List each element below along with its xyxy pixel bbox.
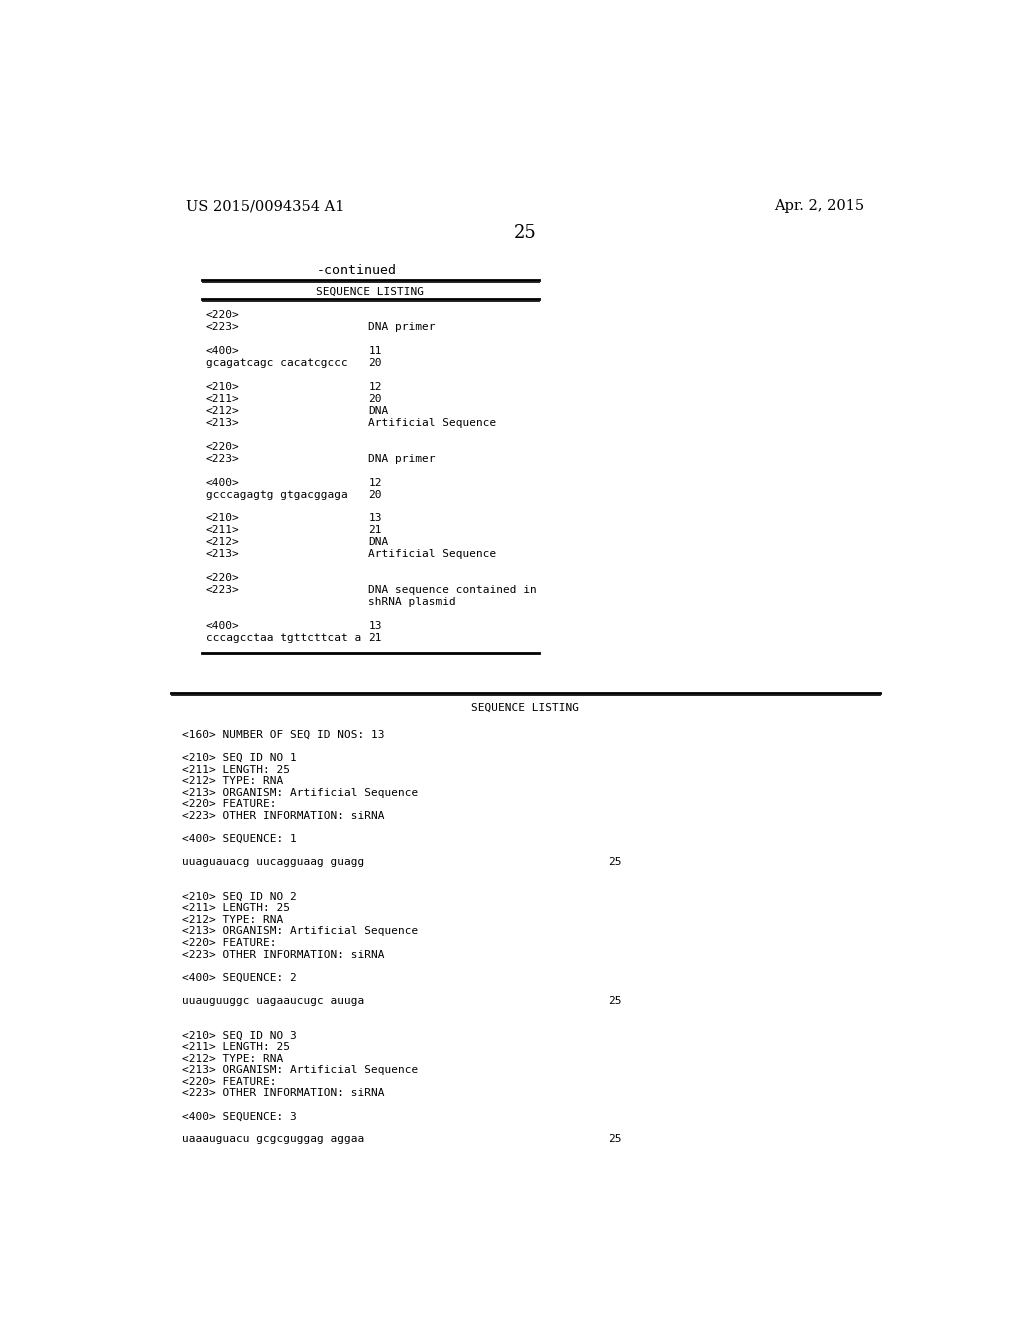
Text: 12: 12 bbox=[369, 478, 382, 487]
Text: <213> ORGANISM: Artificial Sequence: <213> ORGANISM: Artificial Sequence bbox=[182, 788, 419, 797]
Text: <211> LENGTH: 25: <211> LENGTH: 25 bbox=[182, 1041, 290, 1052]
Text: <213> ORGANISM: Artificial Sequence: <213> ORGANISM: Artificial Sequence bbox=[182, 1065, 419, 1074]
Text: <212>: <212> bbox=[206, 407, 240, 416]
Text: gcagatcagc cacatcgccc: gcagatcagc cacatcgccc bbox=[206, 358, 347, 368]
Text: 20: 20 bbox=[369, 358, 382, 368]
Text: 25: 25 bbox=[608, 1134, 622, 1144]
Text: SEQUENCE LISTING: SEQUENCE LISTING bbox=[471, 704, 579, 713]
Text: 20: 20 bbox=[369, 490, 382, 499]
Text: <223>: <223> bbox=[206, 322, 240, 333]
Text: <211>: <211> bbox=[206, 395, 240, 404]
Text: shRNA plasmid: shRNA plasmid bbox=[369, 597, 456, 607]
Text: <400> SEQUENCE: 3: <400> SEQUENCE: 3 bbox=[182, 1111, 297, 1121]
Text: gcccagagtg gtgacggaga: gcccagagtg gtgacggaga bbox=[206, 490, 347, 499]
Text: <220> FEATURE:: <220> FEATURE: bbox=[182, 800, 276, 809]
Text: <210> SEQ ID NO 3: <210> SEQ ID NO 3 bbox=[182, 1031, 297, 1040]
Text: -continued: -continued bbox=[316, 264, 396, 277]
Text: 20: 20 bbox=[369, 395, 382, 404]
Text: <400>: <400> bbox=[206, 478, 240, 487]
Text: <220>: <220> bbox=[206, 310, 240, 321]
Text: <212> TYPE: RNA: <212> TYPE: RNA bbox=[182, 915, 284, 925]
Text: cccagcctaa tgttcttcat a: cccagcctaa tgttcttcat a bbox=[206, 632, 360, 643]
Text: 25: 25 bbox=[513, 224, 537, 242]
Text: 13: 13 bbox=[369, 513, 382, 523]
Text: 12: 12 bbox=[369, 381, 382, 392]
Text: <223>: <223> bbox=[206, 585, 240, 595]
Text: 11: 11 bbox=[369, 346, 382, 356]
Text: <223> OTHER INFORMATION: siRNA: <223> OTHER INFORMATION: siRNA bbox=[182, 1088, 385, 1098]
Text: DNA: DNA bbox=[369, 537, 388, 548]
Text: <210>: <210> bbox=[206, 513, 240, 523]
Text: <212> TYPE: RNA: <212> TYPE: RNA bbox=[182, 1053, 284, 1064]
Text: <223> OTHER INFORMATION: siRNA: <223> OTHER INFORMATION: siRNA bbox=[182, 949, 385, 960]
Text: Artificial Sequence: Artificial Sequence bbox=[369, 549, 497, 560]
Text: DNA primer: DNA primer bbox=[369, 454, 436, 463]
Text: 25: 25 bbox=[608, 857, 622, 867]
Text: <211> LENGTH: 25: <211> LENGTH: 25 bbox=[182, 903, 290, 913]
Text: <220>: <220> bbox=[206, 573, 240, 583]
Text: <400> SEQUENCE: 2: <400> SEQUENCE: 2 bbox=[182, 973, 297, 982]
Text: <220> FEATURE:: <220> FEATURE: bbox=[182, 1077, 276, 1086]
Text: DNA: DNA bbox=[369, 407, 388, 416]
Text: <211>: <211> bbox=[206, 525, 240, 536]
Text: US 2015/0094354 A1: US 2015/0094354 A1 bbox=[186, 199, 344, 213]
Text: <220>: <220> bbox=[206, 442, 240, 451]
Text: <400> SEQUENCE: 1: <400> SEQUENCE: 1 bbox=[182, 834, 297, 843]
Text: Apr. 2, 2015: Apr. 2, 2015 bbox=[774, 199, 864, 213]
Text: uuauguuggc uagaaucugc auuga: uuauguuggc uagaaucugc auuga bbox=[182, 995, 365, 1006]
Text: <223> OTHER INFORMATION: siRNA: <223> OTHER INFORMATION: siRNA bbox=[182, 810, 385, 821]
Text: <212>: <212> bbox=[206, 537, 240, 548]
Text: <213>: <213> bbox=[206, 418, 240, 428]
Text: <400>: <400> bbox=[206, 620, 240, 631]
Text: <160> NUMBER OF SEQ ID NOS: 13: <160> NUMBER OF SEQ ID NOS: 13 bbox=[182, 730, 385, 741]
Text: 13: 13 bbox=[369, 620, 382, 631]
Text: 21: 21 bbox=[369, 632, 382, 643]
Text: <210> SEQ ID NO 2: <210> SEQ ID NO 2 bbox=[182, 892, 297, 902]
Text: <210> SEQ ID NO 1: <210> SEQ ID NO 1 bbox=[182, 754, 297, 763]
Text: <223>: <223> bbox=[206, 454, 240, 463]
Text: uuaguauacg uucagguaag guagg: uuaguauacg uucagguaag guagg bbox=[182, 857, 365, 867]
Text: <211> LENGTH: 25: <211> LENGTH: 25 bbox=[182, 764, 290, 775]
Text: <210>: <210> bbox=[206, 381, 240, 392]
Text: <400>: <400> bbox=[206, 346, 240, 356]
Text: <213> ORGANISM: Artificial Sequence: <213> ORGANISM: Artificial Sequence bbox=[182, 927, 419, 936]
Text: 21: 21 bbox=[369, 525, 382, 536]
Text: SEQUENCE LISTING: SEQUENCE LISTING bbox=[316, 286, 424, 297]
Text: DNA sequence contained in: DNA sequence contained in bbox=[369, 585, 537, 595]
Text: uaaauguacu gcgcguggag aggaa: uaaauguacu gcgcguggag aggaa bbox=[182, 1134, 365, 1144]
Text: Artificial Sequence: Artificial Sequence bbox=[369, 418, 497, 428]
Text: <220> FEATURE:: <220> FEATURE: bbox=[182, 939, 276, 948]
Text: 25: 25 bbox=[608, 995, 622, 1006]
Text: <212> TYPE: RNA: <212> TYPE: RNA bbox=[182, 776, 284, 787]
Text: DNA primer: DNA primer bbox=[369, 322, 436, 333]
Text: <213>: <213> bbox=[206, 549, 240, 560]
